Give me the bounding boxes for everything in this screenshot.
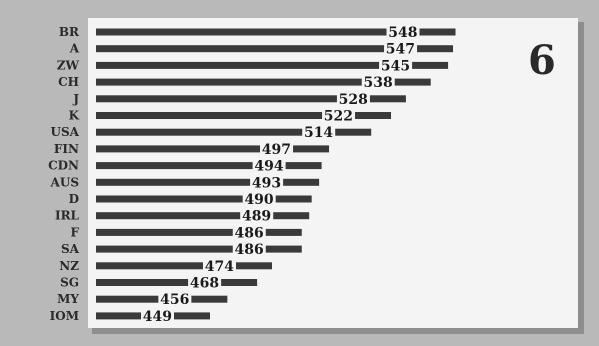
bar-irl — [96, 212, 310, 220]
value-label-fin: 497 — [262, 142, 291, 158]
bar-sg — [96, 279, 258, 286]
bar-d — [96, 195, 312, 203]
bar-k — [96, 112, 392, 119]
category-label-a: A — [69, 42, 80, 56]
chart-panel — [88, 18, 578, 328]
value-label-d: 490 — [244, 192, 273, 208]
bars — [96, 28, 456, 320]
category-label-f: F — [70, 225, 79, 239]
category-label-j: J — [72, 92, 79, 106]
value-label-my: 456 — [160, 292, 189, 308]
value-label-sa: 486 — [235, 242, 264, 258]
category-label-sg: SG — [60, 276, 79, 290]
value-label-bg-f — [232, 225, 266, 240]
value-label-bg-usa — [302, 125, 336, 140]
value-label-zw: 545 — [381, 58, 410, 74]
value-label-bg-sg — [188, 275, 222, 290]
category-label-sa: SA — [61, 242, 80, 256]
value-label-bg-my — [158, 292, 192, 307]
value-label-iom: 449 — [143, 309, 172, 325]
value-label-k: 522 — [324, 109, 353, 125]
bar-br — [96, 28, 456, 36]
value-label-bg-fin — [260, 141, 294, 156]
category-label-nz: NZ — [59, 259, 79, 273]
value-label-bg-a — [384, 41, 418, 56]
category-label-zw: ZW — [57, 58, 80, 72]
value-label-bg-iom — [141, 308, 174, 323]
value-label-bg-zw — [379, 58, 413, 73]
value-label-irl: 489 — [242, 209, 271, 225]
category-label-br: BR — [59, 25, 80, 39]
category-label-my: MY — [57, 292, 79, 306]
bar-sa — [96, 245, 302, 253]
value-label-nz: 474 — [205, 259, 234, 275]
bar-fin — [96, 145, 330, 153]
value-label-bg-k — [322, 108, 356, 123]
value-label-br: 548 — [388, 25, 417, 41]
category-label-fin: FIN — [54, 142, 79, 156]
category-label-k: K — [69, 109, 80, 123]
panel-number: 6 — [528, 37, 556, 84]
value-label-bg-aus — [250, 175, 284, 190]
value-label-f: 486 — [235, 225, 264, 241]
bar-cdn — [96, 162, 322, 170]
value-label-bg-nz — [203, 258, 236, 273]
bar-nz — [96, 262, 272, 270]
bar-ch — [96, 78, 431, 86]
value-label-bg-br — [386, 25, 420, 39]
category-label-aus: AUS — [50, 175, 79, 189]
category-label-irl: IRL — [55, 209, 80, 223]
category-label-usa: USA — [51, 125, 80, 139]
value-label-ch: 538 — [363, 75, 392, 91]
bar-zw — [96, 61, 449, 69]
value-label-bg-irl — [240, 208, 274, 223]
category-label-d: D — [69, 192, 79, 206]
value-label-aus: 493 — [252, 175, 281, 191]
value-label-cdn: 494 — [254, 159, 283, 175]
bar-a — [96, 45, 454, 53]
category-label-cdn: CDN — [48, 159, 79, 173]
category-label-ch: CH — [58, 75, 79, 89]
category-label-iom: IOM — [50, 309, 79, 323]
value-label-bg-sa — [232, 242, 266, 257]
value-label-bg-cdn — [252, 158, 286, 173]
value-labels: 5485475455385285225144974944934904894864… — [141, 25, 420, 325]
bar-f — [96, 228, 302, 236]
value-label-j: 528 — [339, 92, 368, 108]
value-label-bg-j — [336, 91, 370, 106]
category-labels: BR A ZW CH JK USA FIN CDN AUS D IRL F SA NZ SG MY IOM — [48, 25, 80, 323]
value-label-bg-d — [242, 192, 276, 206]
value-label-usa: 514 — [304, 125, 333, 141]
value-label-bg-ch — [361, 75, 395, 90]
bar-aus — [96, 178, 320, 186]
bar-usa — [96, 128, 372, 136]
value-label-a: 547 — [386, 42, 415, 58]
value-label-sg: 468 — [190, 276, 219, 292]
bar-j — [96, 95, 406, 103]
